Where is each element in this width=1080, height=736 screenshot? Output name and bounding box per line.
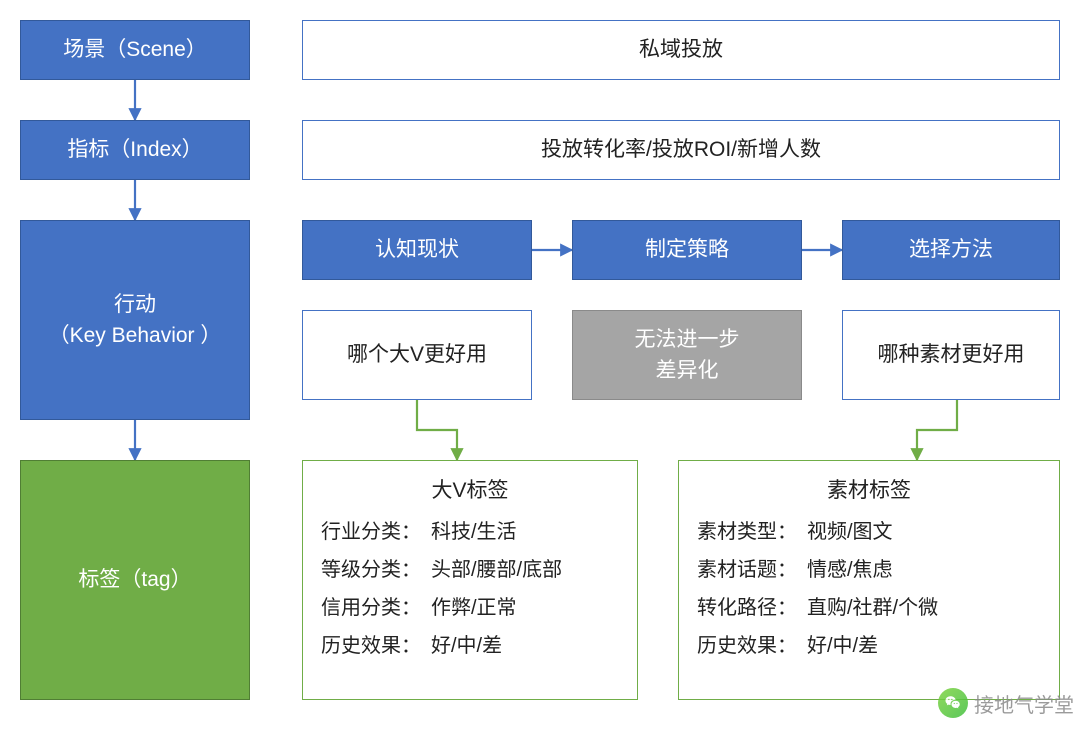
index-value: 投放转化率/投放ROI/新增人数: [302, 120, 1060, 180]
scene-label-text: 场景（Scene）: [63, 34, 207, 66]
bigv-row: 信用分类：作弊/正常: [321, 589, 619, 627]
bigv-row: 等级分类：头部/腰部/底部: [321, 551, 619, 589]
strategy-sub-l2: 差异化: [635, 355, 740, 387]
bigv-row: 行业分类：科技/生活: [321, 513, 619, 551]
bigv-title: 大V标签: [321, 475, 619, 507]
material-row: 素材话题：情感/焦虑: [697, 551, 1041, 589]
scene-value: 私域投放: [302, 20, 1060, 80]
scene-value-text: 私域投放: [639, 34, 723, 66]
bigv-elbow: [417, 400, 457, 460]
index-value-text: 投放转化率/投放ROI/新增人数: [541, 134, 821, 166]
cognize-text: 认知现状: [375, 234, 459, 266]
method-sub: 哪种素材更好用: [842, 310, 1060, 400]
index-label: 指标（Index）: [20, 120, 250, 180]
cognize-box: 认知现状: [302, 220, 532, 280]
watermark: 接地气学堂: [938, 688, 1074, 718]
index-label-text: 指标（Index）: [67, 134, 202, 166]
action-label: 行动 （Key Behavior ）: [20, 220, 250, 420]
cognize-sub-text: 哪个大V更好用: [347, 339, 487, 371]
bigv-tags: 大V标签 行业分类：科技/生活 等级分类：头部/腰部/底部 信用分类：作弊/正常…: [302, 460, 638, 700]
tag-label-text: 标签（tag）: [78, 564, 191, 596]
action-line1: 行动: [49, 289, 222, 321]
material-elbow: [917, 400, 957, 460]
strategy-box: 制定策略: [572, 220, 802, 280]
strategy-text: 制定策略: [645, 234, 729, 266]
action-line2: （Key Behavior ）: [49, 320, 222, 352]
material-tags: 素材标签 素材类型：视频/图文 素材话题：情感/焦虑 转化路径：直购/社群/个微…: [678, 460, 1060, 700]
scene-label: 场景（Scene）: [20, 20, 250, 80]
diagram-canvas: 场景（Scene） 指标（Index） 行动 （Key Behavior ） 标…: [20, 20, 1060, 716]
bigv-row: 历史效果：好/中/差: [321, 627, 619, 665]
method-text: 选择方法: [909, 234, 993, 266]
watermark-text: 接地气学堂: [974, 689, 1074, 718]
material-row: 历史效果：好/中/差: [697, 627, 1041, 665]
material-row: 素材类型：视频/图文: [697, 513, 1041, 551]
method-sub-text: 哪种素材更好用: [878, 339, 1025, 371]
strategy-sub-l1: 无法进一步: [635, 324, 740, 356]
wechat-icon: [938, 688, 968, 718]
material-title: 素材标签: [697, 475, 1041, 507]
strategy-sub: 无法进一步 差异化: [572, 310, 802, 400]
tag-label: 标签（tag）: [20, 460, 250, 700]
method-box: 选择方法: [842, 220, 1060, 280]
material-row: 转化路径：直购/社群/个微: [697, 589, 1041, 627]
cognize-sub: 哪个大V更好用: [302, 310, 532, 400]
